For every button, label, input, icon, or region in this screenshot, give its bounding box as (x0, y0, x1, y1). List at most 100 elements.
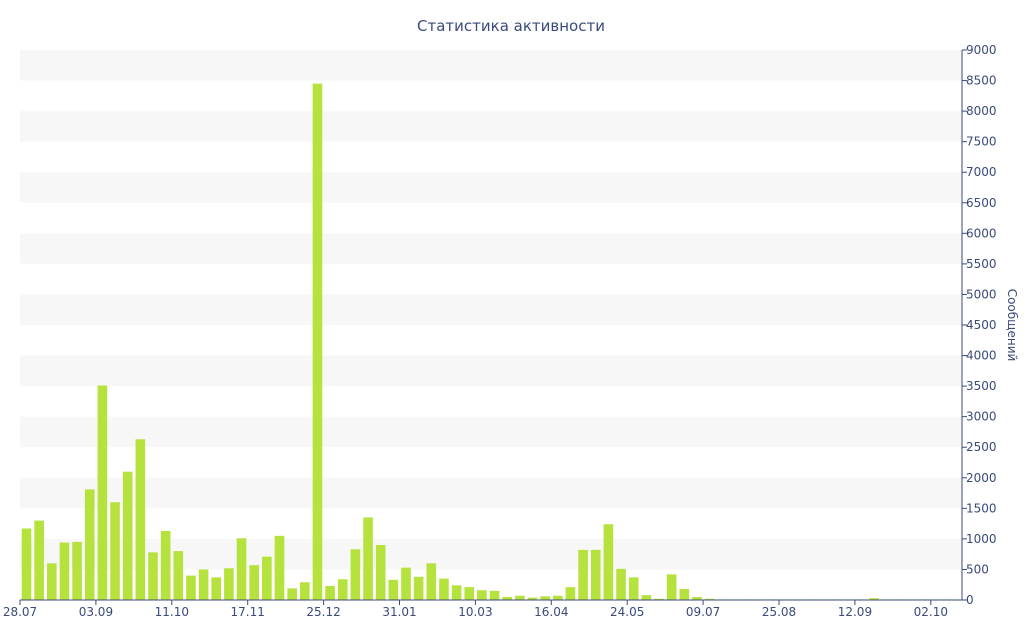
bar (477, 590, 487, 600)
grid-band (20, 355, 962, 387)
bar (110, 502, 120, 600)
bar (704, 598, 715, 600)
bar (325, 585, 335, 600)
bar (540, 596, 550, 600)
bar (122, 471, 133, 600)
chart-title: Статистика активности (417, 17, 605, 35)
x-tick-label: 10.03 (458, 605, 492, 619)
x-tick-label: 03.09 (79, 605, 113, 619)
bar (515, 595, 525, 600)
bar (173, 551, 184, 600)
grid-band (20, 111, 962, 142)
x-tick-label: 16.04 (534, 605, 568, 619)
y-tick-label: 1500 (966, 501, 997, 515)
x-tick-label: 24.05 (610, 605, 644, 619)
x-tick-label: 12.09 (838, 605, 872, 619)
x-axis: 28.07 03.09 11.10 17.11 25.12 31.01 10.03 16.04… (3, 599, 962, 619)
y-tick-label: 5500 (966, 257, 997, 271)
x-tick-label: 31.01 (382, 605, 416, 619)
grid-band (20, 50, 962, 81)
bar (628, 577, 639, 600)
bar (413, 576, 424, 600)
y-tick-label: 6000 (966, 226, 997, 240)
bar (186, 575, 196, 600)
bar (388, 579, 399, 600)
bar (21, 528, 32, 600)
y-tick-label: 4000 (966, 349, 997, 363)
bar (426, 563, 437, 600)
bar (869, 598, 879, 600)
y-tick-label: 8000 (966, 104, 997, 118)
bar (502, 596, 512, 600)
bar (47, 563, 57, 600)
x-tick-label: 28.07 (3, 605, 37, 619)
bar (300, 582, 310, 600)
plot-bands (20, 50, 962, 570)
bar (148, 552, 158, 600)
y-tick-label: 5000 (966, 287, 997, 301)
bar (553, 595, 563, 600)
grid-band (20, 233, 962, 264)
bar (616, 568, 626, 600)
y-tick-label: 500 (966, 562, 989, 576)
x-tick-label: 09.07 (686, 605, 720, 619)
bar (211, 577, 222, 600)
grid-band (20, 172, 962, 203)
bar (350, 549, 361, 600)
bar (72, 541, 82, 600)
bar (401, 567, 411, 600)
bar (97, 385, 108, 600)
bar (375, 545, 386, 600)
bar (160, 530, 171, 600)
bar (262, 556, 272, 600)
y-tick-label: 1000 (966, 532, 997, 546)
y-tick-label: 4500 (966, 318, 997, 332)
bar (198, 569, 209, 600)
bar (464, 587, 475, 600)
bar (249, 565, 259, 600)
x-tick-label: 11.10 (155, 605, 189, 619)
bar (439, 578, 449, 600)
bar (224, 568, 234, 600)
bar (363, 517, 373, 600)
bar (337, 579, 348, 600)
x-tick-label: 02.10 (914, 605, 948, 619)
x-tick-label: 25.08 (762, 605, 796, 619)
grid-band (20, 477, 962, 509)
bar (274, 535, 285, 600)
bar (666, 574, 677, 600)
bar (641, 595, 652, 600)
y-tick-label: 3500 (966, 379, 997, 393)
bar (135, 439, 146, 600)
bar (59, 542, 70, 600)
y-tick-label: 2500 (966, 440, 997, 454)
y-tick-label: 7000 (966, 165, 997, 179)
bar (287, 588, 297, 600)
bar (692, 596, 702, 600)
bar (590, 549, 601, 600)
y-tick-label: 9000 (966, 43, 997, 57)
x-tick-label: 25.12 (306, 605, 340, 619)
x-tick-label: 17.11 (231, 605, 265, 619)
y-tick-label: 0 (966, 593, 974, 607)
bar (236, 538, 247, 600)
y-tick-label: 6500 (966, 196, 997, 210)
y-tick-label: 8500 (966, 74, 997, 88)
bar (451, 585, 462, 600)
bar (489, 590, 500, 600)
bar (34, 520, 44, 600)
y-axis-title: Сообщений (1005, 289, 1019, 362)
bar (654, 598, 664, 600)
grid-band (20, 416, 962, 448)
bar (312, 83, 323, 601)
bars (21, 83, 955, 601)
grid-band (20, 294, 962, 325)
bar (578, 549, 588, 600)
bar (565, 587, 576, 600)
bar (527, 597, 538, 600)
y-tick-label: 7500 (966, 135, 997, 149)
bar (84, 489, 95, 600)
bar (603, 524, 614, 600)
bar (679, 589, 690, 600)
